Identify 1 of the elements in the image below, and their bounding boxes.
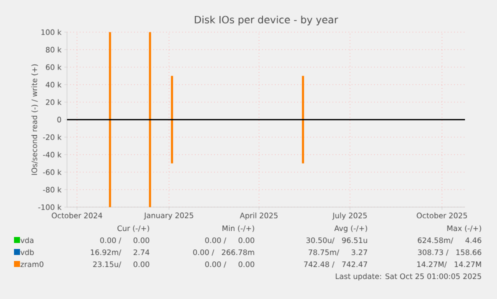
chart-title: Disk IOs per device - by year [194,16,338,26]
